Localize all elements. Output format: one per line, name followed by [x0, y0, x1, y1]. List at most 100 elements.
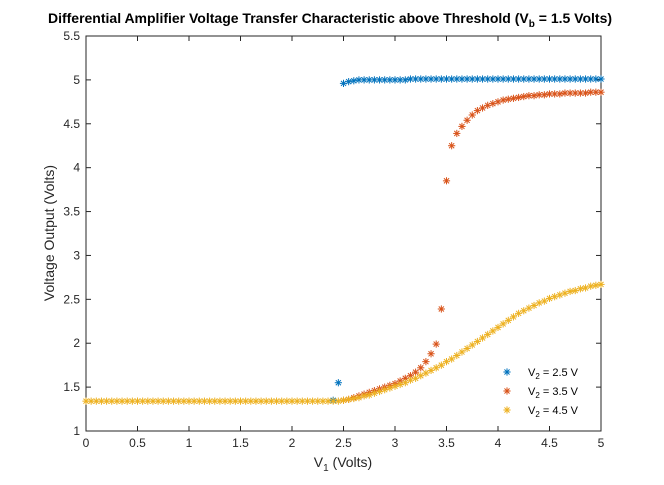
- legend-entry-rest: = 2.5 V: [540, 367, 579, 379]
- data-point: [597, 280, 605, 289]
- data-point: [551, 90, 559, 98]
- x-tick-label: 5: [598, 436, 605, 450]
- data-point: [267, 397, 275, 405]
- data-point: [566, 287, 574, 296]
- data-point: [581, 89, 590, 97]
- y-tick-label: 3: [73, 248, 80, 262]
- data-point: [556, 90, 564, 98]
- chart-title-main: Differential Amplifier Voltage Transfer …: [48, 10, 529, 26]
- data-point: [540, 91, 548, 99]
- data-point: [417, 75, 425, 83]
- data-point: [535, 91, 543, 99]
- data-point: [453, 129, 461, 138]
- data-point: [576, 285, 584, 293]
- data-point: [551, 293, 559, 301]
- data-point: [355, 394, 363, 402]
- data-point: [159, 397, 167, 405]
- data-point: [530, 92, 538, 100]
- data-point: [545, 294, 554, 303]
- data-point: [381, 76, 389, 84]
- data-point: [345, 395, 353, 403]
- data-point: [226, 397, 234, 405]
- data-point: [535, 299, 543, 307]
- data-point: [494, 98, 502, 106]
- data-point: [108, 397, 116, 405]
- y-tick-label: 2.5: [63, 292, 80, 306]
- data-point: [489, 327, 497, 335]
- data-point: [458, 348, 466, 356]
- x-axis-label-subscript: 1: [323, 463, 329, 474]
- data-point: [453, 351, 461, 360]
- x-tick-label: 3.5: [438, 436, 455, 450]
- data-point: [525, 304, 533, 312]
- data-point: [422, 369, 430, 377]
- data-point: [592, 75, 600, 83]
- data-point: [406, 75, 415, 83]
- legend-entry-rest: = 3.5 V: [540, 386, 579, 398]
- data-point: [556, 75, 564, 83]
- data-point: [412, 374, 420, 382]
- data-point: [437, 75, 445, 83]
- data-point: [87, 397, 95, 405]
- data-point: [427, 350, 435, 358]
- data-point: [504, 316, 512, 324]
- data-point: [587, 75, 595, 83]
- data-point: [334, 397, 342, 405]
- data-point: [592, 88, 600, 96]
- data-point: [478, 104, 487, 112]
- data-point: [391, 382, 399, 390]
- data-point: [478, 334, 487, 342]
- data-point: [339, 79, 348, 87]
- data-point: [236, 397, 245, 405]
- data-point: [448, 355, 456, 363]
- legend-entry: V2 = 3.5 V: [528, 386, 579, 400]
- data-point: [545, 90, 554, 98]
- data-point: [556, 291, 564, 299]
- data-point: [422, 75, 430, 83]
- data-point: [504, 95, 512, 103]
- data-point: [581, 75, 590, 83]
- data-point: [128, 397, 136, 405]
- data-point: [417, 364, 425, 372]
- data-point: [324, 397, 332, 405]
- y-tick-label: 5: [73, 73, 80, 87]
- x-tick-label: 1: [186, 436, 193, 450]
- chart-title: Differential Amplifier Voltage Transfer …: [48, 10, 612, 30]
- data-point: [540, 297, 548, 305]
- y-tick-label: 4: [73, 161, 80, 175]
- data-point: [597, 88, 605, 96]
- data-point: [468, 75, 476, 83]
- data-point: [509, 94, 518, 102]
- data-point: [432, 364, 440, 372]
- axis-ticks: 0 0.5 1 1.5 2 2.5 3 3.5 4 4.5 5 1 1.5 2 2.5 3 3.5 4 4.5 5 5.…: [63, 29, 604, 450]
- data-point: [375, 387, 384, 396]
- legend-entry-subscript: 2: [535, 372, 540, 381]
- data-point: [551, 75, 559, 83]
- x-tick-label: 4.5: [541, 436, 558, 450]
- data-point: [484, 330, 492, 339]
- legend-entry-subscript: 2: [535, 410, 540, 419]
- series-1: [329, 75, 605, 404]
- x-tick-label: 1.5: [232, 436, 249, 450]
- data-point: [427, 366, 435, 375]
- data-point: [463, 116, 471, 124]
- legend-entry-main: V: [528, 386, 536, 398]
- data-point: [355, 76, 363, 84]
- chart-title-rest: = 1.5 Volts): [535, 10, 612, 26]
- data-point: [432, 340, 440, 348]
- data-point: [509, 313, 518, 321]
- x-tick-label: 0.5: [129, 436, 146, 450]
- data-point: [396, 380, 404, 389]
- legend-entry: V2 = 2.5 V: [528, 367, 579, 381]
- legend: V2 = 2.5 VV2 = 3.5 VV2 = 4.5 V: [503, 367, 579, 419]
- x-tick-label: 0: [83, 436, 90, 450]
- data-point: [520, 307, 528, 315]
- data-point: [422, 358, 430, 366]
- data-point: [597, 75, 605, 83]
- data-point: [350, 394, 358, 403]
- y-tick-label: 5.5: [63, 29, 80, 43]
- data-point: [314, 397, 322, 405]
- data-point: [499, 320, 507, 328]
- data-point: [339, 396, 348, 404]
- legend-marker: [503, 368, 511, 376]
